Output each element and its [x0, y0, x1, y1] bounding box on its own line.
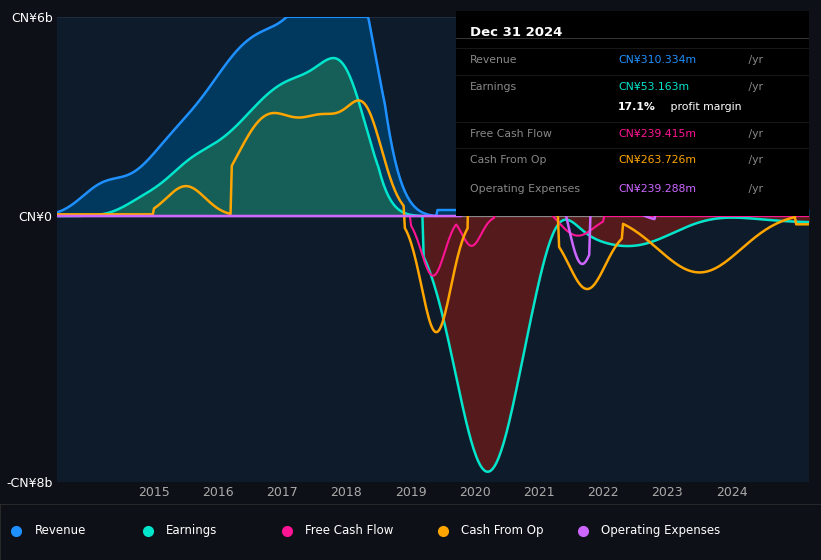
Text: Operating Expenses: Operating Expenses — [601, 524, 720, 538]
Text: CN¥263.726m: CN¥263.726m — [618, 156, 696, 165]
Text: /yr: /yr — [745, 129, 764, 139]
Text: Revenue: Revenue — [470, 55, 517, 66]
Text: Earnings: Earnings — [470, 82, 517, 92]
Text: Earnings: Earnings — [166, 524, 218, 538]
Text: Dec 31 2024: Dec 31 2024 — [470, 26, 562, 39]
Text: profit margin: profit margin — [667, 102, 742, 112]
Text: 17.1%: 17.1% — [618, 102, 656, 112]
Text: Free Cash Flow: Free Cash Flow — [470, 129, 552, 139]
Text: CN¥53.163m: CN¥53.163m — [618, 82, 689, 92]
Text: Revenue: Revenue — [34, 524, 86, 538]
Text: CN¥310.334m: CN¥310.334m — [618, 55, 696, 66]
Text: CN¥239.288m: CN¥239.288m — [618, 184, 696, 194]
Text: /yr: /yr — [745, 184, 764, 194]
Text: Cash From Op: Cash From Op — [470, 156, 546, 165]
Text: /yr: /yr — [745, 156, 764, 165]
Text: Operating Expenses: Operating Expenses — [470, 184, 580, 194]
Text: /yr: /yr — [745, 55, 764, 66]
Text: /yr: /yr — [745, 82, 764, 92]
Text: Cash From Op: Cash From Op — [461, 524, 544, 538]
Text: CN¥239.415m: CN¥239.415m — [618, 129, 696, 139]
Text: Free Cash Flow: Free Cash Flow — [305, 524, 394, 538]
